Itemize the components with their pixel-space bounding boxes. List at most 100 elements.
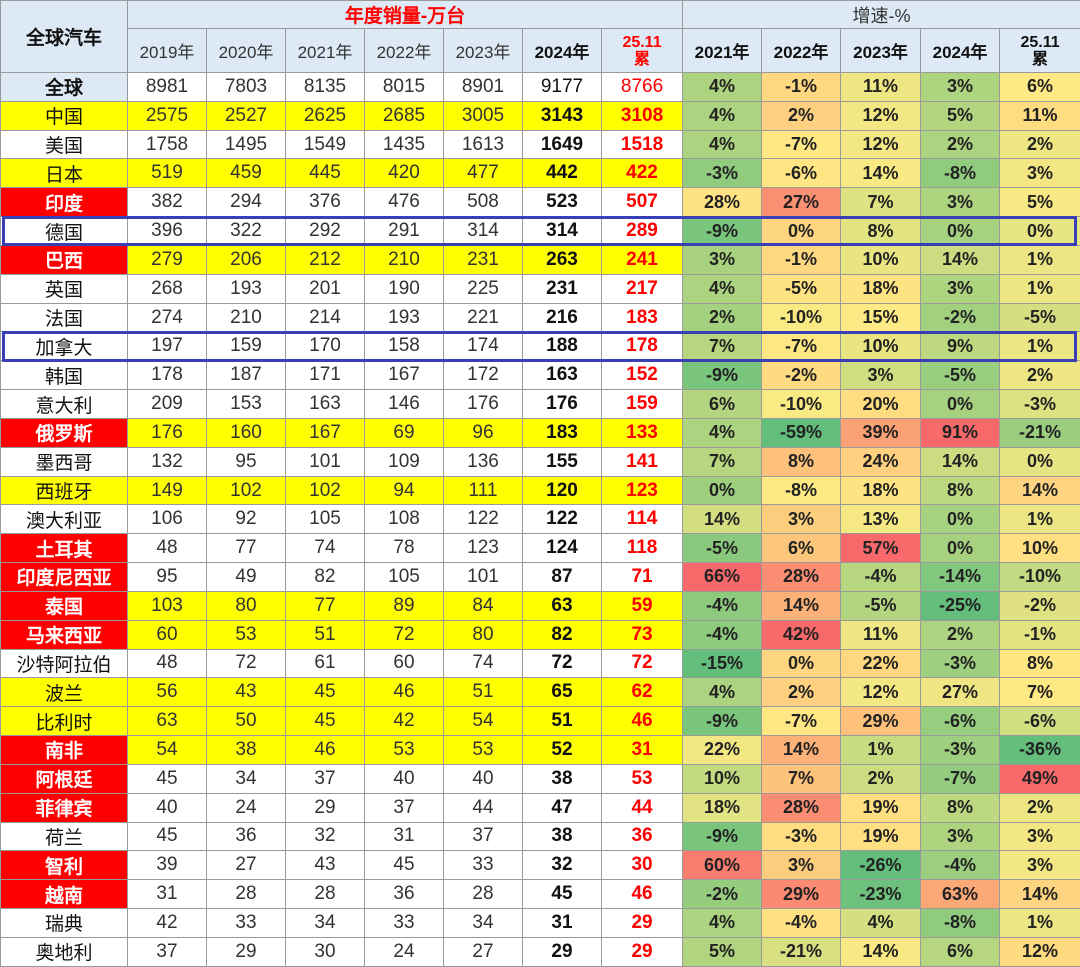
country-cell: 比利时 [0, 706, 128, 737]
sales-cell: 274 [127, 302, 207, 333]
sales-cell: 167 [364, 360, 444, 391]
growth-cell: -1% [761, 244, 842, 275]
sales-cell: 212 [285, 244, 365, 275]
growth-cell: 0% [920, 389, 1001, 419]
country-cell: 澳大利亚 [0, 504, 128, 535]
sales-cell: 32 [285, 821, 365, 852]
growth-cell: 7% [682, 331, 763, 362]
country-cell: 日本 [0, 158, 128, 189]
country-cell: 巴西 [0, 244, 128, 275]
sales-cell: 95 [127, 562, 207, 592]
sales-cell: 54 [127, 735, 207, 765]
growth-cell: 28% [761, 562, 842, 592]
growth-cell: -7% [920, 763, 1001, 794]
sales-cell: 63 [127, 706, 207, 737]
growth-cell: 4% [682, 100, 763, 131]
growth-cell: -36% [999, 735, 1080, 765]
sales-cell: 133 [600, 417, 684, 448]
sales-cell: 167 [285, 417, 365, 448]
sales-cell: 43 [285, 850, 365, 881]
growth-cell: -6% [761, 158, 842, 189]
sales-year-header: 25.11 累 [600, 28, 684, 73]
sales-cell: 60 [364, 648, 444, 679]
sales-cell: 80 [206, 590, 286, 621]
growth-cell: 19% [840, 821, 922, 852]
sales-cell: 82 [522, 619, 602, 650]
sales-cell: 9177 [522, 72, 602, 102]
growth-cell: 6% [999, 72, 1080, 102]
sales-cell: 33 [364, 908, 444, 938]
country-cell: 菲律宾 [0, 792, 128, 823]
growth-cell: -15% [682, 648, 763, 679]
sales-cell: 48 [127, 533, 207, 564]
sales-cell: 71 [600, 562, 684, 592]
sales-cell: 74 [285, 533, 365, 564]
sales-cell: 38 [522, 821, 602, 852]
growth-cell: -5% [999, 302, 1080, 333]
sales-cell: 124 [522, 533, 602, 564]
country-cell: 中国 [0, 100, 128, 131]
sales-cell: 376 [285, 187, 365, 218]
growth-cell: 22% [840, 648, 922, 679]
table-row: 美国 1758 1495 1549 1435 1613 1649 1518 4% -7% 12% 2%… [0, 129, 1080, 160]
table-row: 波兰 56 43 45 46 51 65 62 4% 2% 12% 27% 7% [0, 677, 1080, 708]
growth-cell: -9% [682, 216, 763, 246]
growth-cell: 1% [999, 908, 1080, 938]
sales-group-header: 年度销量-万台 [126, 0, 684, 29]
sales-cell: 170 [285, 331, 365, 362]
growth-cell: -59% [761, 417, 842, 448]
sales-cell: 78 [364, 533, 444, 564]
country-cell: 马来西亚 [0, 619, 128, 650]
growth-cell: 8% [999, 648, 1080, 679]
growth-cell: 18% [682, 792, 763, 823]
country-cell: 西班牙 [0, 475, 128, 506]
growth-cell: 10% [840, 244, 922, 275]
sales-cell: 27 [206, 850, 286, 881]
corner-header: 全球汽车 [0, 0, 128, 73]
growth-cell: 60% [682, 850, 763, 881]
sales-cell: 74 [443, 648, 523, 679]
country-cell: 德国 [0, 216, 128, 246]
sales-cell: 49 [206, 562, 286, 592]
growth-cell: 4% [682, 273, 763, 304]
sales-cell: 37 [127, 936, 207, 967]
growth-cell: 7% [682, 446, 763, 477]
growth-cell: 3% [999, 158, 1080, 189]
sales-cell: 241 [600, 244, 684, 275]
growth-cell: 22% [682, 735, 763, 765]
growth-cell: 28% [682, 187, 763, 218]
growth-cell: 10% [840, 331, 922, 362]
sales-cell: 40 [127, 792, 207, 823]
sales-cell: 27 [443, 936, 523, 967]
sales-cell: 7803 [206, 72, 286, 102]
table-row: 巴西 279 206 212 210 231 263 241 3% -1% 10% 14% 1% [0, 244, 1080, 275]
growth-cell: 8% [840, 216, 922, 246]
sales-cell: 163 [285, 389, 365, 419]
growth-cell: 29% [761, 879, 842, 910]
growth-cell: 12% [840, 129, 922, 160]
sales-cell: 508 [443, 187, 523, 218]
sales-year-header: 2020年 [206, 28, 286, 73]
table-row: 意大利 209 153 163 146 176 176 159 6% -10% 20% 0% -3% [0, 389, 1080, 419]
growth-cell: -9% [682, 706, 763, 737]
sales-cell: 206 [206, 244, 286, 275]
sales-year-header: 2022年 [364, 28, 444, 73]
table-row: 泰国 103 80 77 89 84 63 59 -4% 14% -5% -25% -2% [0, 590, 1080, 621]
growth-cell: 0% [920, 216, 1001, 246]
country-cell: 俄罗斯 [0, 417, 128, 448]
growth-cell: 3% [761, 850, 842, 881]
sales-cell: 30 [600, 850, 684, 881]
table-row: 墨西哥 132 95 101 109 136 155 141 7% 8% 24% 14% 0% [0, 446, 1080, 477]
country-cell: 印度 [0, 187, 128, 218]
growth-cell: 8% [920, 792, 1001, 823]
sales-cell: 153 [206, 389, 286, 419]
sales-cell: 176 [127, 417, 207, 448]
growth-cell: -3% [920, 735, 1001, 765]
sales-cell: 39 [127, 850, 207, 881]
sales-cell: 37 [285, 763, 365, 794]
sales-cell: 45 [285, 706, 365, 737]
sales-cell: 292 [285, 216, 365, 246]
sales-cell: 160 [206, 417, 286, 448]
country-cell: 印度尼西亚 [0, 562, 128, 592]
sales-cell: 72 [522, 648, 602, 679]
